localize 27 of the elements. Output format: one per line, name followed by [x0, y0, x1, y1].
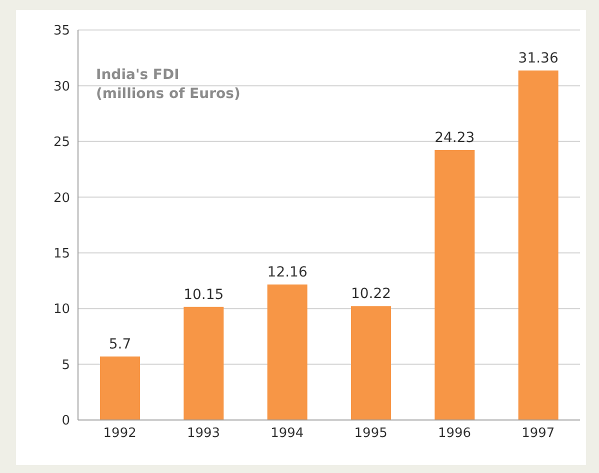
- x-tick-label: 1992: [103, 426, 136, 442]
- data-label: 31.36: [518, 50, 558, 67]
- y-tick-label: 15: [53, 246, 70, 262]
- y-tick-label: 0: [62, 414, 70, 429]
- x-tick-label: 1995: [354, 426, 388, 442]
- bar: [434, 150, 475, 420]
- bar: [100, 356, 140, 420]
- y-tick-label: 30: [53, 79, 70, 94]
- x-tick-label: 1993: [186, 426, 220, 442]
- bar: [351, 306, 391, 420]
- bar: [267, 284, 308, 420]
- y-tick-label: 20: [53, 190, 70, 206]
- y-tick-label: 35: [53, 24, 70, 39]
- data-label: 12.16: [267, 264, 308, 281]
- data-label: 10.22: [350, 286, 392, 302]
- x-tick-label: 1996: [438, 426, 472, 442]
- data-label: 24.23: [434, 130, 475, 146]
- data-label: 10.15: [184, 286, 224, 303]
- data-label: 5.7: [108, 336, 132, 352]
- x-tick-label: 1994: [270, 426, 304, 442]
- y-tick-label: 5: [62, 358, 70, 373]
- bar: [184, 306, 224, 420]
- y-tick-label: 10: [53, 302, 70, 318]
- y-tick-label: 25: [53, 135, 70, 150]
- text: India's FDI (millions of Euros): [96, 66, 240, 104]
- x-tick-label: 1997: [522, 426, 555, 442]
- bar: [518, 70, 558, 420]
